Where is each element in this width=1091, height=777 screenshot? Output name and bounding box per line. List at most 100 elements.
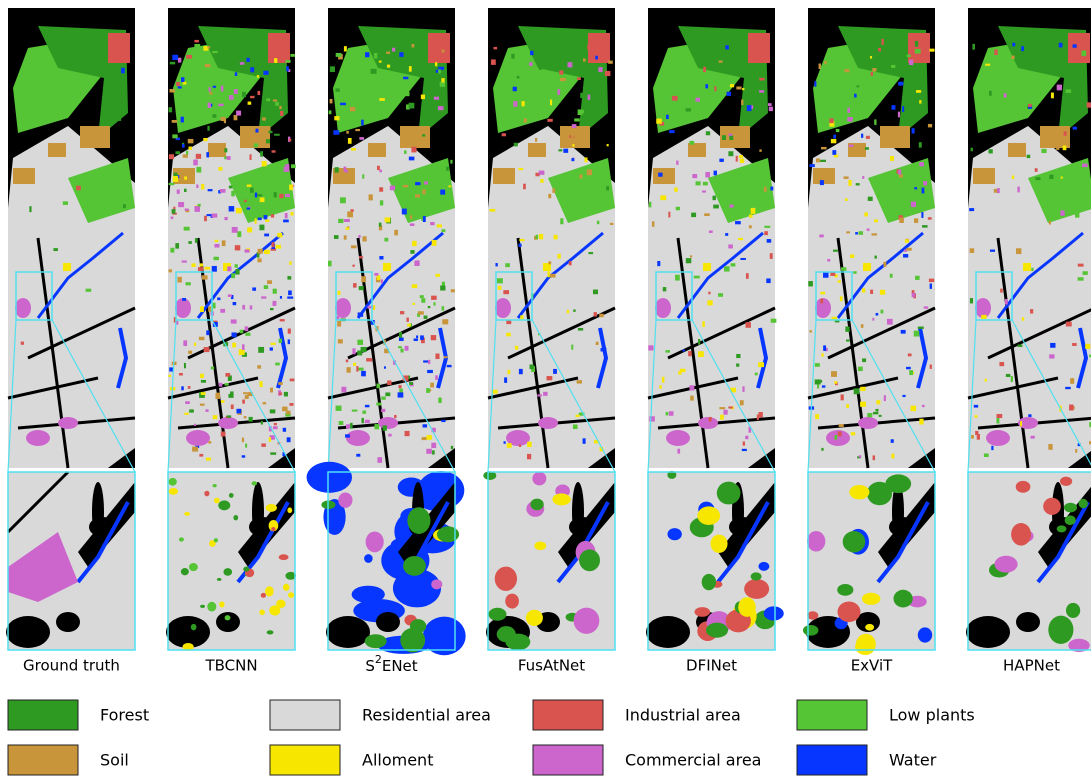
legend-label: Forest [100,706,149,725]
noise [898,112,900,118]
noise [264,285,268,289]
noise [527,454,531,459]
noise [539,171,545,175]
noise [899,174,903,177]
noise [257,75,259,78]
noise [286,411,290,415]
noise [524,118,527,122]
noise [686,108,691,111]
noise [430,383,434,388]
noise [1012,175,1014,179]
noise [709,417,712,422]
noise [690,396,694,401]
noise [213,415,218,419]
noise [867,228,870,230]
noise [911,202,916,208]
noise [185,401,190,404]
noise [177,100,182,103]
noise [985,64,990,66]
noise [719,60,723,62]
noise [204,267,210,270]
noise [507,443,512,448]
noise [258,218,262,221]
noise [539,234,543,239]
noise [226,95,228,99]
noise [854,388,860,394]
caption: TBCNN [204,657,257,675]
noise [823,345,826,351]
noise [437,224,442,227]
noise [240,62,245,65]
noise [435,62,437,66]
noise [745,436,748,439]
noise [423,360,428,362]
noise [769,107,773,111]
noise [383,67,385,69]
noise [1063,145,1067,150]
noise [1081,50,1086,56]
noise [392,48,395,52]
noise [390,186,395,191]
noise [766,278,770,283]
noise [975,431,978,435]
noise [658,173,662,177]
noise [379,223,382,227]
zoom-blob [407,507,430,534]
noise [928,217,932,219]
noise [438,67,444,70]
noise [288,290,292,295]
noise [764,226,770,228]
noise [229,206,235,211]
noise [361,276,366,282]
noise [242,92,246,97]
noise [823,273,828,278]
noise [290,379,295,382]
noise [909,370,913,375]
noise [674,187,677,191]
noise [212,266,217,272]
noise [235,245,241,250]
region [655,298,671,318]
noise [340,103,346,105]
noise [350,423,353,429]
noise [583,438,586,443]
noise [870,56,872,58]
noise [1064,131,1067,135]
noise [399,52,403,57]
noise [506,321,511,325]
noise [1073,44,1077,48]
noise [996,418,999,423]
noise [547,119,552,122]
noise [361,371,366,376]
noise [1075,449,1077,453]
noise [579,174,582,178]
noise [838,280,841,282]
noise [339,421,344,425]
noise [381,279,383,283]
noise [232,227,238,233]
noise [387,380,391,384]
noise [821,353,823,356]
noise [764,231,768,235]
noise [764,187,767,192]
zoom-blob [376,612,400,632]
noise [915,49,921,54]
noise [221,117,225,121]
noise [426,388,430,393]
noise [703,182,708,186]
noise [740,400,744,405]
noise [593,290,598,295]
noise [833,250,838,252]
zoom-blob [214,498,220,504]
zoom-blob [216,612,240,632]
noise [347,211,353,217]
region [268,33,290,63]
noise [1049,221,1051,225]
noise [1070,378,1074,384]
noise [868,197,873,201]
noise [273,426,278,429]
noise [196,167,201,173]
noise [169,367,173,371]
noise [850,254,854,258]
noise [862,176,864,179]
